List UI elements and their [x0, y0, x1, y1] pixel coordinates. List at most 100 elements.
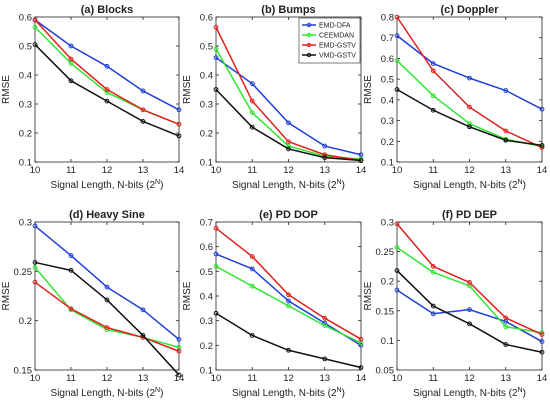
- y-tick-label: 0.4: [200, 71, 213, 82]
- data-point: [286, 347, 291, 353]
- data-point: [140, 119, 146, 124]
- data-point: [322, 323, 328, 329]
- data-point: [140, 88, 146, 94]
- x-tick-label: 12: [102, 373, 113, 384]
- data-point: [539, 332, 545, 337]
- data-point: [286, 298, 291, 304]
- legend: EMD-DFA CEEMDAN EMD-GSTV VMD-GSTV: [298, 17, 361, 64]
- data-point: [104, 297, 110, 303]
- x-tick-label: 14: [537, 165, 548, 176]
- data-point: [322, 143, 328, 149]
- data-point: [539, 106, 545, 112]
- y-tick-label: 0.2: [381, 137, 394, 148]
- data-point: [503, 137, 509, 143]
- y-tick-label: 0.4: [200, 292, 213, 303]
- series-line-vmd-gstv: [215, 88, 362, 162]
- data-point: [286, 292, 291, 298]
- y-tick-label: 0.5: [381, 75, 394, 86]
- data-point: [286, 139, 291, 145]
- y-axis-label: RMSE: [363, 281, 374, 310]
- y-tick-label: 0.4: [19, 71, 32, 82]
- data-point: [430, 303, 436, 309]
- data-point: [68, 56, 74, 62]
- data-point: [32, 264, 38, 270]
- y-tick-label: 0.3: [381, 116, 394, 127]
- data-point: [32, 42, 38, 47]
- x-tick-label: 10: [30, 165, 41, 176]
- data-point: [213, 310, 219, 316]
- y-tick-label: 0.6: [381, 54, 394, 65]
- series-line-ceemdan: [215, 265, 362, 344]
- data-point: [503, 88, 509, 93]
- data-point: [539, 349, 545, 355]
- data-point: [322, 315, 328, 321]
- series-line-vmd-gstv: [215, 312, 362, 369]
- data-point: [213, 264, 219, 269]
- x-tick-label: 13: [500, 165, 511, 176]
- x-axis-label: Signal Length, N-bits (2N): [51, 387, 164, 399]
- legend-entry-label: EMD-GSTV: [319, 43, 356, 50]
- data-point: [394, 14, 400, 20]
- panel-4: 10 11 12 13 14 0.15 0.2 0.25 0.3 (d) Heavy Sine Si…: [1, 209, 184, 399]
- x-tick-label: 13: [319, 373, 330, 384]
- data-point: [68, 267, 74, 273]
- x-tick-label: 12: [464, 165, 475, 176]
- data-point: [394, 245, 400, 250]
- y-axis-label: RMSE: [1, 75, 12, 104]
- data-point: [32, 17, 38, 23]
- data-point: [176, 337, 182, 342]
- data-point: [503, 342, 509, 347]
- x-tick-label: 10: [392, 165, 403, 176]
- series-line-emd-dfa: [34, 19, 180, 111]
- x-tick-label: 11: [66, 165, 76, 176]
- panel-6: 10 11 12 13 14 0.05 0.1 0.15 0.2 0.25 0.3 (f) PD DE…: [363, 209, 547, 399]
- legend-entry-label: EMD-DFA: [319, 23, 351, 30]
- data-point: [322, 155, 328, 161]
- data-point: [467, 307, 472, 313]
- data-point: [394, 33, 400, 39]
- data-point: [394, 221, 400, 227]
- y-tick-label: 0.3: [19, 218, 32, 229]
- x-tick-label: 11: [66, 373, 76, 384]
- y-tick-label: 0.25: [14, 267, 33, 278]
- legend-marker: [306, 22, 312, 28]
- x-tick-label: 12: [283, 165, 294, 176]
- data-point: [394, 87, 400, 92]
- data-point: [430, 61, 436, 67]
- chart-title: (e) PD DOP: [259, 209, 318, 221]
- x-tick-label: 13: [500, 373, 511, 384]
- x-tick-label: 14: [174, 373, 185, 384]
- y-tick-label: 0.1: [381, 158, 394, 169]
- legend-marker: [306, 32, 312, 38]
- data-point: [249, 254, 255, 259]
- data-point: [68, 306, 74, 312]
- y-tick-label: 0.1: [200, 158, 213, 169]
- data-point: [104, 284, 110, 290]
- data-point: [32, 24, 38, 30]
- series-line-vmd-gstv: [34, 44, 180, 137]
- data-point: [430, 311, 436, 317]
- data-point: [104, 325, 110, 330]
- data-point: [467, 124, 472, 130]
- chart-title: (f) PD DEP: [442, 209, 497, 221]
- axes-box: [396, 221, 543, 371]
- y-tick-label: 0.6: [200, 13, 213, 24]
- data-point: [322, 152, 328, 158]
- data-point: [32, 279, 38, 285]
- y-tick-label: 0.15: [14, 366, 33, 377]
- data-point: [104, 63, 110, 69]
- data-point: [213, 55, 219, 60]
- chart-title: (d) Heavy Sine: [69, 209, 145, 221]
- data-point: [467, 279, 472, 285]
- legend-marker: [306, 52, 312, 58]
- data-point: [539, 330, 545, 336]
- axes-box: [215, 221, 362, 371]
- data-point: [68, 61, 74, 66]
- x-tick-label: 12: [102, 165, 113, 176]
- y-tick-label: 0.2: [19, 129, 32, 140]
- series-line-emd-gstv: [215, 26, 362, 162]
- data-point: [140, 307, 146, 313]
- data-point: [104, 98, 110, 104]
- data-point: [213, 24, 219, 30]
